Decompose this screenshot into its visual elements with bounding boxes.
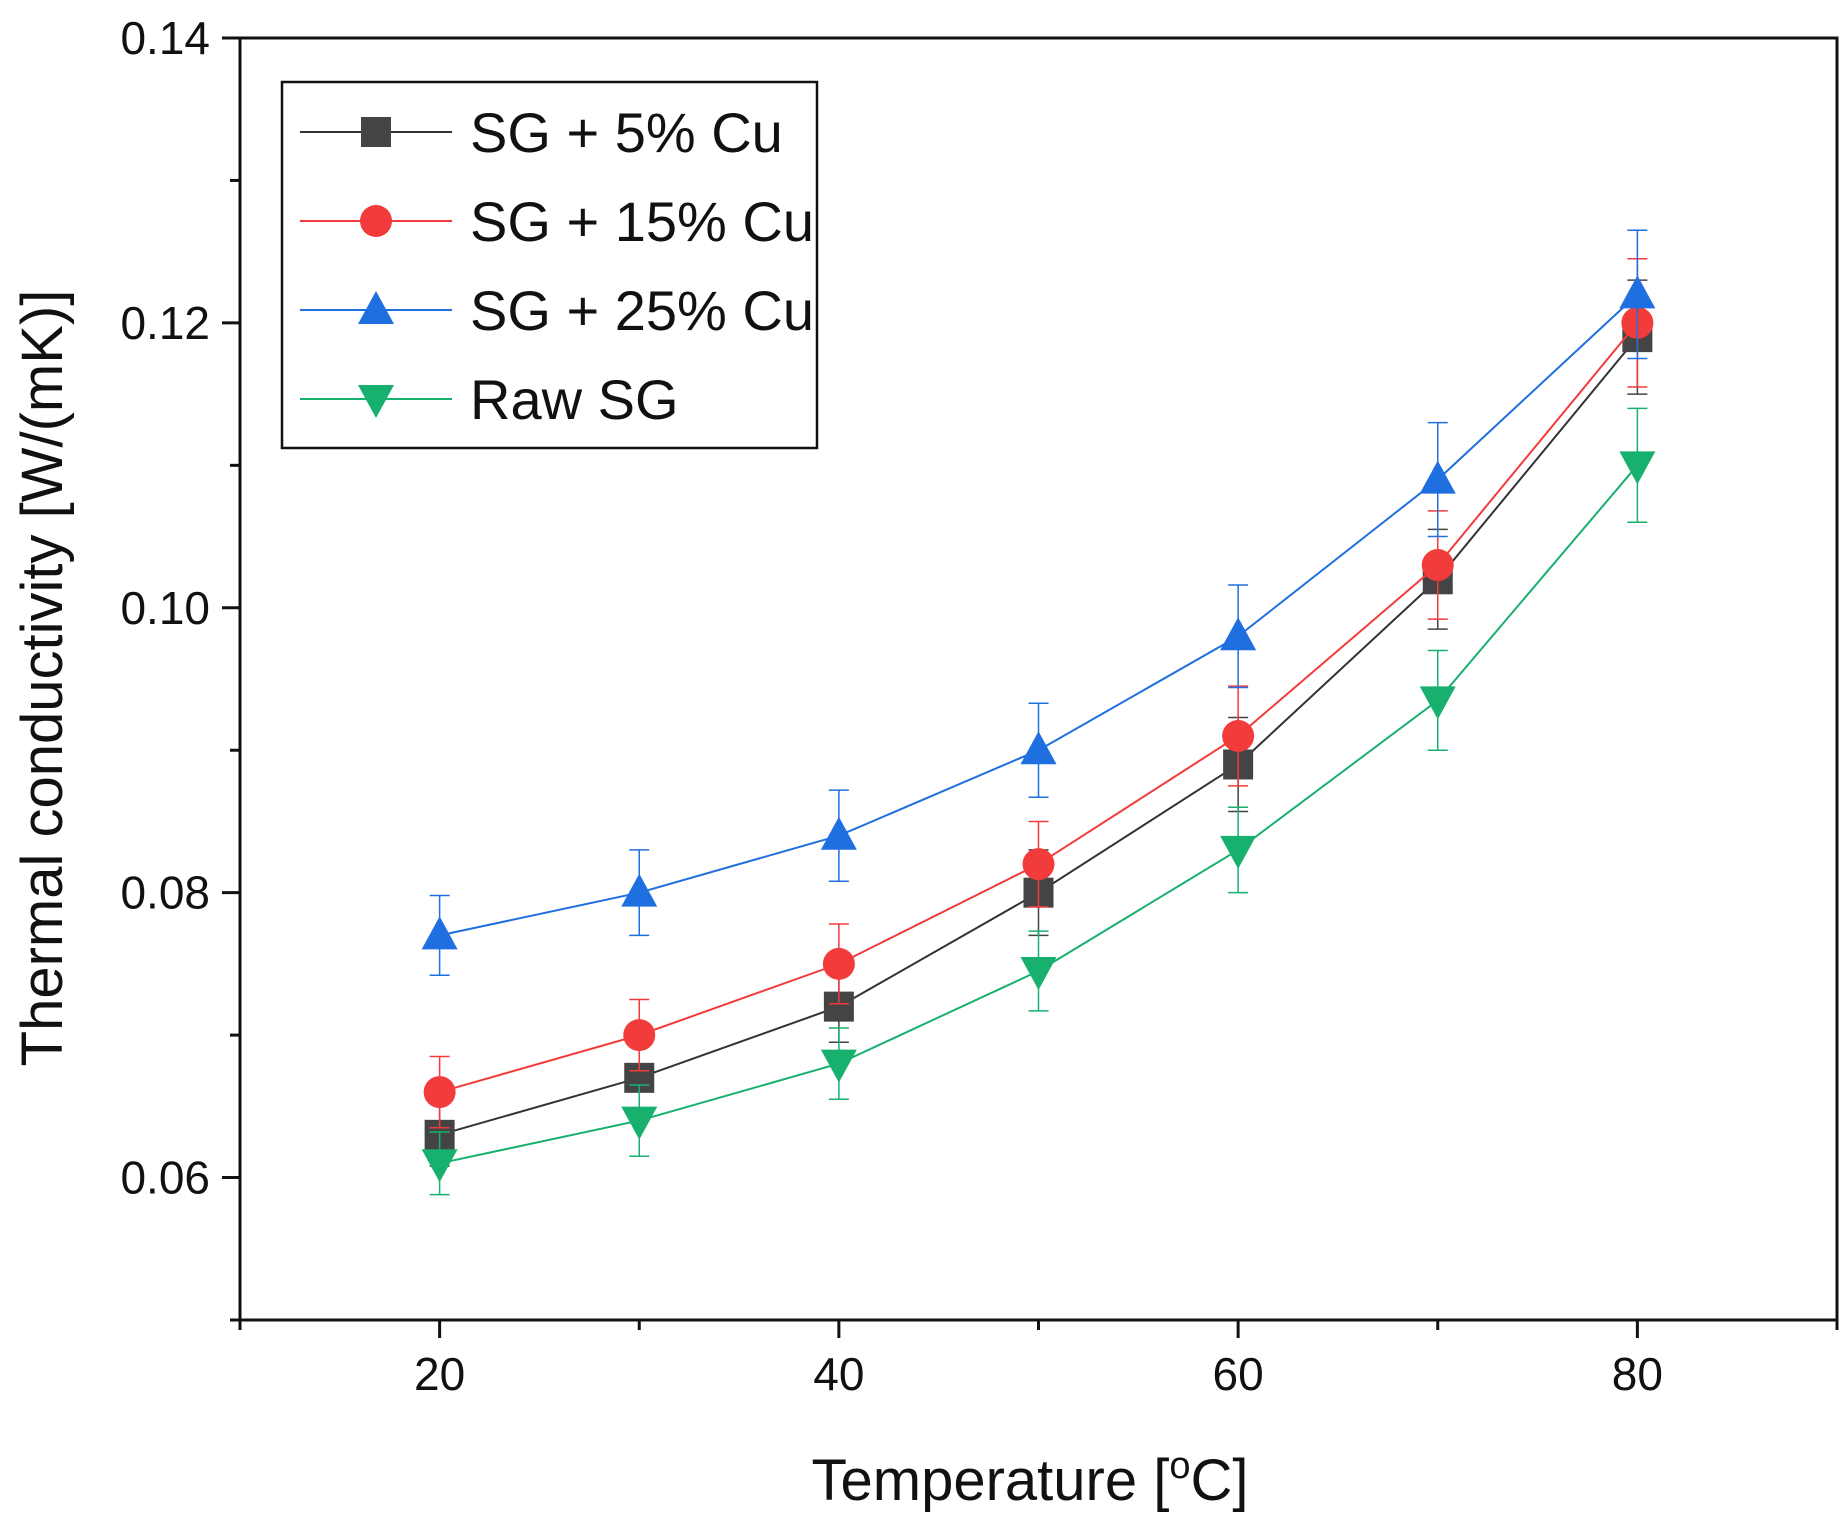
x-axis-title-tail: C] bbox=[1190, 1448, 1248, 1513]
data-point bbox=[421, 1149, 458, 1183]
plot-area: 20 40 60 80 0.06 0.08 0.10 0.12 0.14 bbox=[120, 12, 1839, 1400]
data-point bbox=[1220, 835, 1257, 869]
data-point bbox=[822, 947, 855, 980]
y-axis-title: Thermal conductivity [W/(mK)] bbox=[10, 290, 75, 1067]
y-tick-label: 0.12 bbox=[120, 297, 210, 349]
x-tick-label: 80 bbox=[1612, 1348, 1663, 1400]
data-point bbox=[1619, 451, 1656, 485]
data-point bbox=[820, 1049, 857, 1083]
x-axis-title: Temperature [oC] bbox=[812, 1445, 1249, 1513]
x-tick-label: 40 bbox=[813, 1348, 864, 1400]
legend-marker bbox=[361, 117, 391, 147]
data-point bbox=[623, 1019, 656, 1052]
data-point bbox=[423, 1076, 456, 1109]
series-line bbox=[439, 464, 1639, 1165]
legend-marker bbox=[358, 291, 394, 324]
y-tick-label: 0.14 bbox=[120, 12, 210, 64]
axis-ticks: 20 40 60 80 0.06 0.08 0.10 0.12 0.14 bbox=[120, 12, 1839, 1400]
y-tick-label: 0.10 bbox=[120, 582, 210, 634]
data-point bbox=[621, 1106, 658, 1140]
x-tick-label: 60 bbox=[1213, 1348, 1264, 1400]
data-point bbox=[1020, 957, 1057, 991]
x-axis-title-superscript: o bbox=[1169, 1445, 1190, 1487]
data-point bbox=[820, 816, 857, 850]
x-tick-label: 20 bbox=[414, 1348, 465, 1400]
legend-marker bbox=[358, 385, 394, 418]
data-point bbox=[621, 873, 658, 907]
legend-marker bbox=[360, 205, 392, 237]
data-point bbox=[421, 916, 458, 950]
legend-label: SG + 15% Cu bbox=[470, 190, 814, 253]
series-layer bbox=[421, 229, 1656, 1196]
data-point bbox=[1619, 275, 1656, 309]
data-point bbox=[1222, 719, 1255, 752]
y-tick-label: 0.08 bbox=[120, 867, 210, 919]
legend-item: SG + 25% Cu bbox=[300, 279, 814, 342]
legend-label: Raw SG bbox=[470, 368, 679, 431]
legend-label: SG + 25% Cu bbox=[470, 279, 814, 342]
data-point bbox=[1421, 549, 1454, 582]
series-3 bbox=[421, 229, 1656, 977]
legend-label: SG + 5% Cu bbox=[470, 101, 783, 164]
data-point bbox=[1419, 460, 1456, 494]
data-point bbox=[1020, 731, 1057, 765]
data-point bbox=[1220, 617, 1257, 651]
legend: SG + 5% Cu SG + 15% Cu SG + 25% Cu Raw SG bbox=[280, 80, 819, 450]
legend-item: SG + 5% Cu bbox=[300, 101, 783, 164]
x-axis-title-main: Temperature [ bbox=[812, 1448, 1170, 1513]
data-point bbox=[1419, 686, 1456, 720]
data-point bbox=[1022, 848, 1055, 881]
series-4 bbox=[421, 407, 1656, 1196]
y-tick-label: 0.06 bbox=[120, 1152, 210, 1204]
legend-item: Raw SG bbox=[300, 368, 679, 431]
legend-item: SG + 15% Cu bbox=[300, 190, 814, 253]
